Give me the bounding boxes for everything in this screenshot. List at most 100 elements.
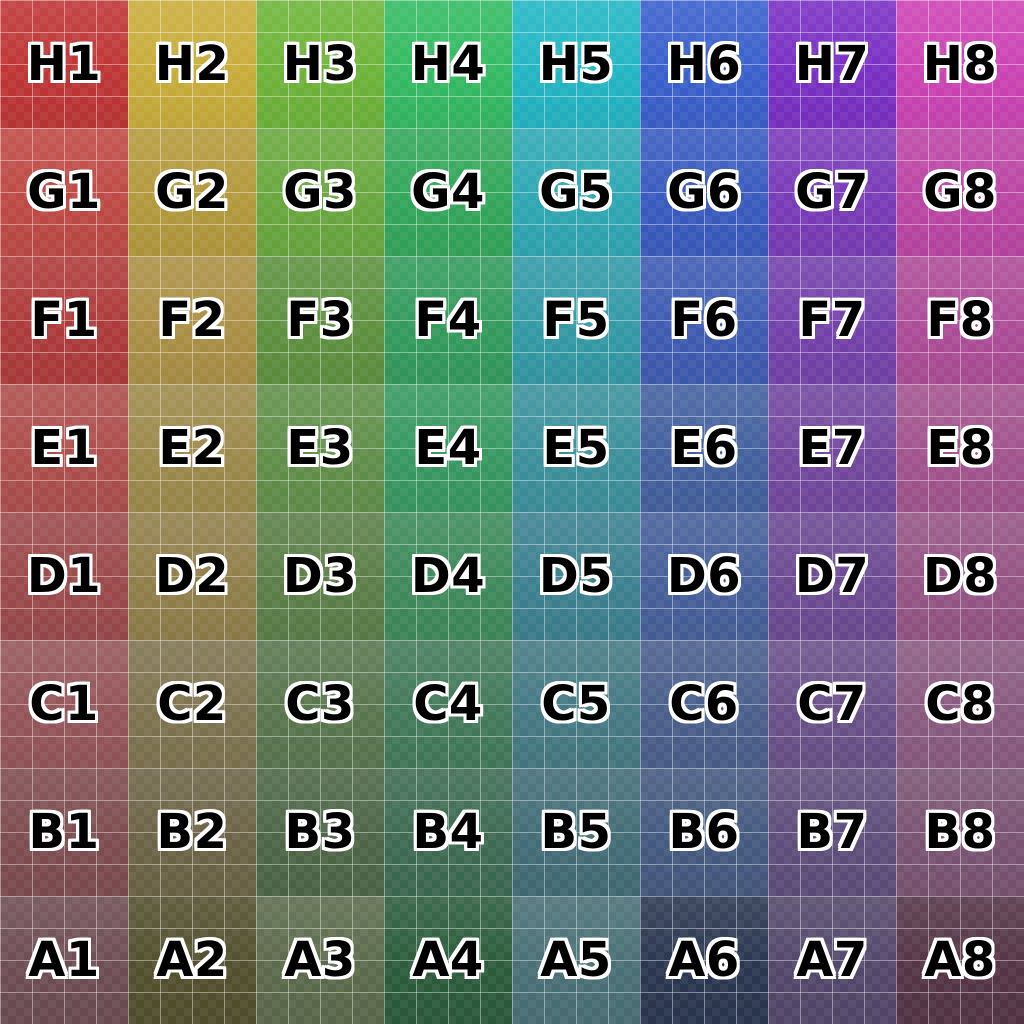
grid-cell-e6[interactable]: E6 <box>640 384 768 512</box>
swatch-fill <box>512 640 640 768</box>
swatch-fill <box>256 768 384 896</box>
grid-cell-f5[interactable]: F5 <box>512 256 640 384</box>
swatch-fill <box>896 128 1024 256</box>
grid-cell-c7[interactable]: C7 <box>768 640 896 768</box>
grid-cell-h1[interactable]: H1 <box>0 0 128 128</box>
grid-cell-g2[interactable]: G2 <box>128 128 256 256</box>
swatch-fill <box>0 640 128 768</box>
swatch-fill <box>640 384 768 512</box>
grid-cell-g1[interactable]: G1 <box>0 128 128 256</box>
swatch-fill <box>128 640 256 768</box>
grid-cell-g4[interactable]: G4 <box>384 128 512 256</box>
swatch-fill <box>512 896 640 1024</box>
swatch-fill <box>256 128 384 256</box>
grid-cell-d2[interactable]: D2 <box>128 512 256 640</box>
swatch-fill <box>256 384 384 512</box>
swatch-fill <box>768 512 896 640</box>
grid-cell-b1[interactable]: B1 <box>0 768 128 896</box>
grid-cell-g7[interactable]: G7 <box>768 128 896 256</box>
swatch-fill <box>640 640 768 768</box>
grid-cell-d8[interactable]: D8 <box>896 512 1024 640</box>
swatch-fill <box>256 256 384 384</box>
swatch-fill <box>640 256 768 384</box>
grid-cell-a4[interactable]: A4 <box>384 896 512 1024</box>
grid-cell-d3[interactable]: D3 <box>256 512 384 640</box>
grid-cell-b6[interactable]: B6 <box>640 768 768 896</box>
grid-cell-b5[interactable]: B5 <box>512 768 640 896</box>
swatch-fill <box>896 256 1024 384</box>
grid-cell-c5[interactable]: C5 <box>512 640 640 768</box>
grid-cell-d4[interactable]: D4 <box>384 512 512 640</box>
swatch-fill <box>768 768 896 896</box>
grid-cell-d1[interactable]: D1 <box>0 512 128 640</box>
swatch-fill <box>768 256 896 384</box>
grid-cell-h7[interactable]: H7 <box>768 0 896 128</box>
grid-cell-f3[interactable]: F3 <box>256 256 384 384</box>
grid-cell-e8[interactable]: E8 <box>896 384 1024 512</box>
swatch-fill <box>640 0 768 128</box>
swatch-fill <box>768 384 896 512</box>
grid-cell-d5[interactable]: D5 <box>512 512 640 640</box>
swatch-fill <box>512 768 640 896</box>
grid-cell-h8[interactable]: H8 <box>896 0 1024 128</box>
grid-cell-a7[interactable]: A7 <box>768 896 896 1024</box>
grid-cell-f8[interactable]: F8 <box>896 256 1024 384</box>
grid-cell-b3[interactable]: B3 <box>256 768 384 896</box>
grid-cell-g3[interactable]: G3 <box>256 128 384 256</box>
grid-cell-g8[interactable]: G8 <box>896 128 1024 256</box>
grid-cell-a2[interactable]: A2 <box>128 896 256 1024</box>
grid-cell-a8[interactable]: A8 <box>896 896 1024 1024</box>
swatch-fill <box>896 0 1024 128</box>
swatch-fill <box>128 512 256 640</box>
grid-cell-f6[interactable]: F6 <box>640 256 768 384</box>
grid-cell-g6[interactable]: G6 <box>640 128 768 256</box>
grid-cell-b4[interactable]: B4 <box>384 768 512 896</box>
swatch-fill <box>256 512 384 640</box>
grid-cell-c8[interactable]: C8 <box>896 640 1024 768</box>
swatch-fill <box>128 256 256 384</box>
swatch-fill <box>512 384 640 512</box>
swatch-fill <box>0 768 128 896</box>
swatch-fill <box>256 896 384 1024</box>
grid-cell-a3[interactable]: A3 <box>256 896 384 1024</box>
grid-cell-e7[interactable]: E7 <box>768 384 896 512</box>
grid-cell-h5[interactable]: H5 <box>512 0 640 128</box>
swatch-fill <box>384 128 512 256</box>
grid-cell-e1[interactable]: E1 <box>0 384 128 512</box>
grid-cell-e5[interactable]: E5 <box>512 384 640 512</box>
grid-cell-h6[interactable]: H6 <box>640 0 768 128</box>
grid-cell-a1[interactable]: A1 <box>0 896 128 1024</box>
swatch-fill <box>640 128 768 256</box>
swatch-fill <box>128 128 256 256</box>
swatch-fill <box>768 640 896 768</box>
grid-cell-b2[interactable]: B2 <box>128 768 256 896</box>
grid-cell-c2[interactable]: C2 <box>128 640 256 768</box>
grid-cell-b8[interactable]: B8 <box>896 768 1024 896</box>
grid-cell-b7[interactable]: B7 <box>768 768 896 896</box>
grid-cell-h2[interactable]: H2 <box>128 0 256 128</box>
grid-cell-g5[interactable]: G5 <box>512 128 640 256</box>
grid-cell-f2[interactable]: F2 <box>128 256 256 384</box>
grid-cell-a6[interactable]: A6 <box>640 896 768 1024</box>
grid-cell-c4[interactable]: C4 <box>384 640 512 768</box>
grid-cell-f1[interactable]: F1 <box>0 256 128 384</box>
grid-cell-c1[interactable]: C1 <box>0 640 128 768</box>
grid-cell-c3[interactable]: C3 <box>256 640 384 768</box>
grid-cell-h3[interactable]: H3 <box>256 0 384 128</box>
swatch-fill <box>384 512 512 640</box>
grid-cell-d6[interactable]: D6 <box>640 512 768 640</box>
grid-cell-e4[interactable]: E4 <box>384 384 512 512</box>
grid-cell-c6[interactable]: C6 <box>640 640 768 768</box>
grid-cell-e3[interactable]: E3 <box>256 384 384 512</box>
grid-cell-d7[interactable]: D7 <box>768 512 896 640</box>
swatch-fill <box>384 384 512 512</box>
swatch-fill <box>384 768 512 896</box>
grid-cell-f4[interactable]: F4 <box>384 256 512 384</box>
grid-cell-a5[interactable]: A5 <box>512 896 640 1024</box>
grid-cell-h4[interactable]: H4 <box>384 0 512 128</box>
swatch-fill <box>512 128 640 256</box>
grid-cell-e2[interactable]: E2 <box>128 384 256 512</box>
swatch-fill <box>256 0 384 128</box>
grid-cell-f7[interactable]: F7 <box>768 256 896 384</box>
